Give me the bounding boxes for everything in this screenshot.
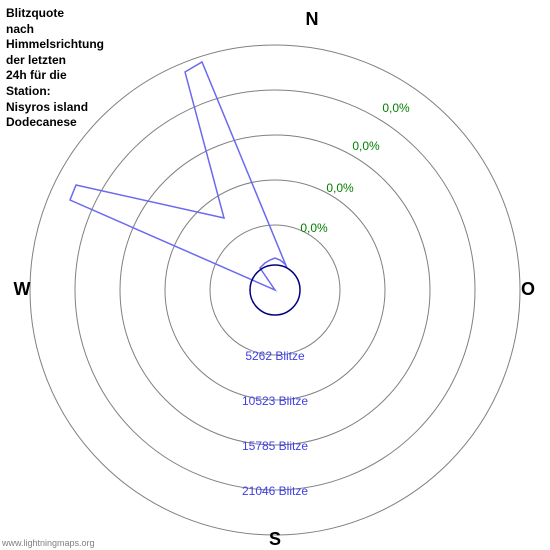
blitze-label-3: 21046 Blitze (242, 484, 308, 498)
cardinal-o: O (521, 279, 535, 299)
cardinal-w: W (14, 279, 31, 299)
chart-title: Blitzquote nach Himmelsrichtung der letz… (6, 6, 104, 131)
pct-label-1: 0,0% (352, 139, 380, 153)
cardinal-s: S (269, 529, 281, 549)
blitze-label-1: 10523 Blitze (242, 394, 308, 408)
blitze-label-0: 5262 Blitze (245, 349, 305, 363)
blitze-label-2: 15785 Blitze (242, 439, 308, 453)
pct-label-2: 0,0% (326, 181, 354, 195)
pct-label-3: 0,0% (300, 221, 328, 235)
pct-label-0: 0,0% (382, 101, 410, 115)
cardinal-n: N (306, 9, 319, 29)
credit-text: www.lightningmaps.org (2, 538, 95, 548)
